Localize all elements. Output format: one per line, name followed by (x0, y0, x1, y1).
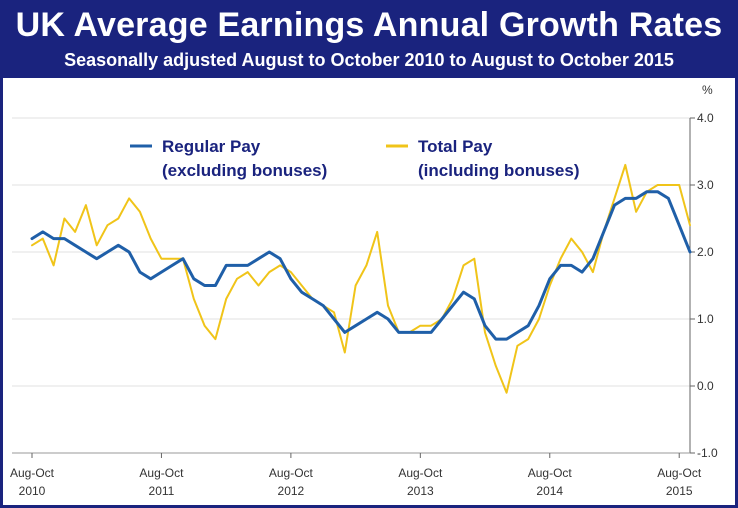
legend-label-detail: (including bonuses) (418, 161, 580, 180)
axis-layer: 4.0 3.0 2.0 1.0 0.0 -1.0% Aug-Oct 2010 Aug-Oct 20… (10, 83, 718, 498)
legend: Regular Pay (excluding bonuses) Total Pay (… (130, 137, 580, 180)
y-tick-label: 2.0 (697, 245, 714, 259)
legend-item-total-pay: Total Pay (including bonuses) (386, 137, 580, 180)
legend-label: Total Pay (418, 137, 493, 156)
x-tick-label: Aug-Oct (398, 466, 443, 480)
y-tick-label: 1.0 (697, 312, 714, 326)
x-tick-label-year: 2014 (536, 484, 563, 498)
x-tick-label: Aug-Oct (657, 466, 702, 480)
x-tick-label: Aug-Oct (139, 466, 184, 480)
x-tick-label-year: 2011 (149, 484, 175, 498)
series-line-regular-pay (30, 190, 692, 341)
y-tick-label: -1.0 (697, 446, 718, 460)
x-tick-label: Aug-Oct (269, 466, 314, 480)
chart-title: UK Average Earnings Annual Growth Rates (15, 6, 723, 44)
x-tick-label-year: 2015 (666, 484, 693, 498)
grid-layer (12, 117, 690, 454)
x-tick-label: Aug-Oct (528, 466, 573, 480)
chart-header: UK Average Earnings Annual Growth Rates … (0, 0, 738, 78)
series-line-total-pay (31, 163, 691, 394)
x-tick-label-year: 2010 (19, 484, 46, 498)
x-tick-label-year: 2012 (278, 484, 305, 498)
series-layer (30, 163, 692, 394)
x-tick-label-year: 2013 (407, 484, 434, 498)
legend-item-regular-pay: Regular Pay (excluding bonuses) (130, 137, 327, 180)
x-tick-label: Aug-Oct (10, 466, 55, 480)
legend-label: Regular Pay (162, 137, 261, 156)
y-tick-label: 3.0 (697, 178, 714, 192)
y-tick-label: 0.0 (697, 379, 714, 393)
legend-label-detail: (excluding bonuses) (162, 161, 327, 180)
y-axis-unit: % (702, 83, 713, 97)
y-tick-label: 4.0 (697, 111, 714, 125)
chart-subtitle: Seasonally adjusted August to October 20… (64, 50, 674, 70)
